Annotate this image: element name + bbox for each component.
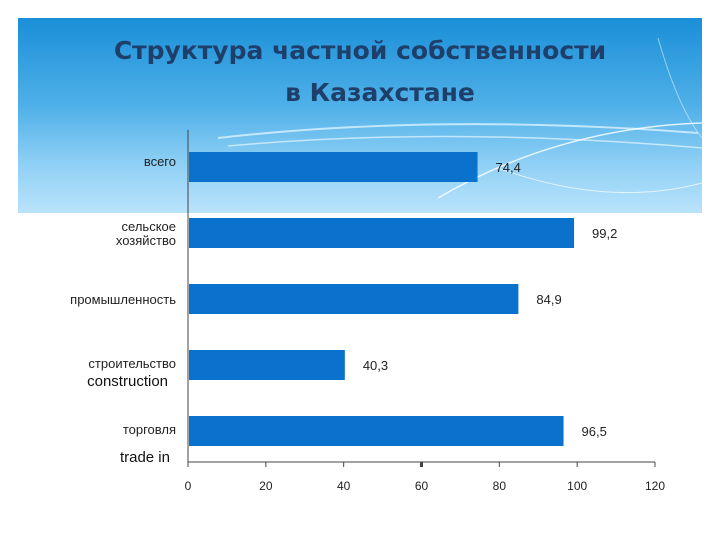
category-label: всего xyxy=(144,154,176,169)
category-label: промышленность xyxy=(70,292,176,307)
x-tick-label: 20 xyxy=(259,479,273,493)
x-tick-label: 0 xyxy=(185,479,192,493)
bar-value-label: 40,3 xyxy=(363,358,388,373)
bar-value-label: 74,4 xyxy=(496,160,521,175)
bar xyxy=(189,284,519,314)
category-label: хозяйство xyxy=(116,233,176,248)
x-tick-label: 60 xyxy=(415,479,429,493)
category-label-en: construction xyxy=(87,373,168,390)
bar xyxy=(189,350,345,380)
category-label: торговля xyxy=(123,422,176,437)
bar-value-label: 84,9 xyxy=(536,292,561,307)
category-label: строительство xyxy=(88,356,176,371)
bar-value-label: 99,2 xyxy=(592,226,617,241)
title-line-2: в Казахстане xyxy=(285,78,475,107)
x-tick-label: 100 xyxy=(567,479,587,493)
category-label-en: trade in xyxy=(120,449,170,466)
x-tick-label: 120 xyxy=(645,479,665,493)
x-tick-label: 40 xyxy=(337,479,351,493)
bar-value-label: 96,5 xyxy=(582,424,607,439)
bar xyxy=(189,152,478,182)
bar xyxy=(189,416,564,446)
title-line-1: Структура частной собственности xyxy=(113,36,607,65)
x-tick-label: 80 xyxy=(493,479,507,493)
category-label: сельское xyxy=(122,219,176,234)
bar xyxy=(189,218,575,248)
page-title: Структура частной собственности в Казахс… xyxy=(18,30,702,114)
